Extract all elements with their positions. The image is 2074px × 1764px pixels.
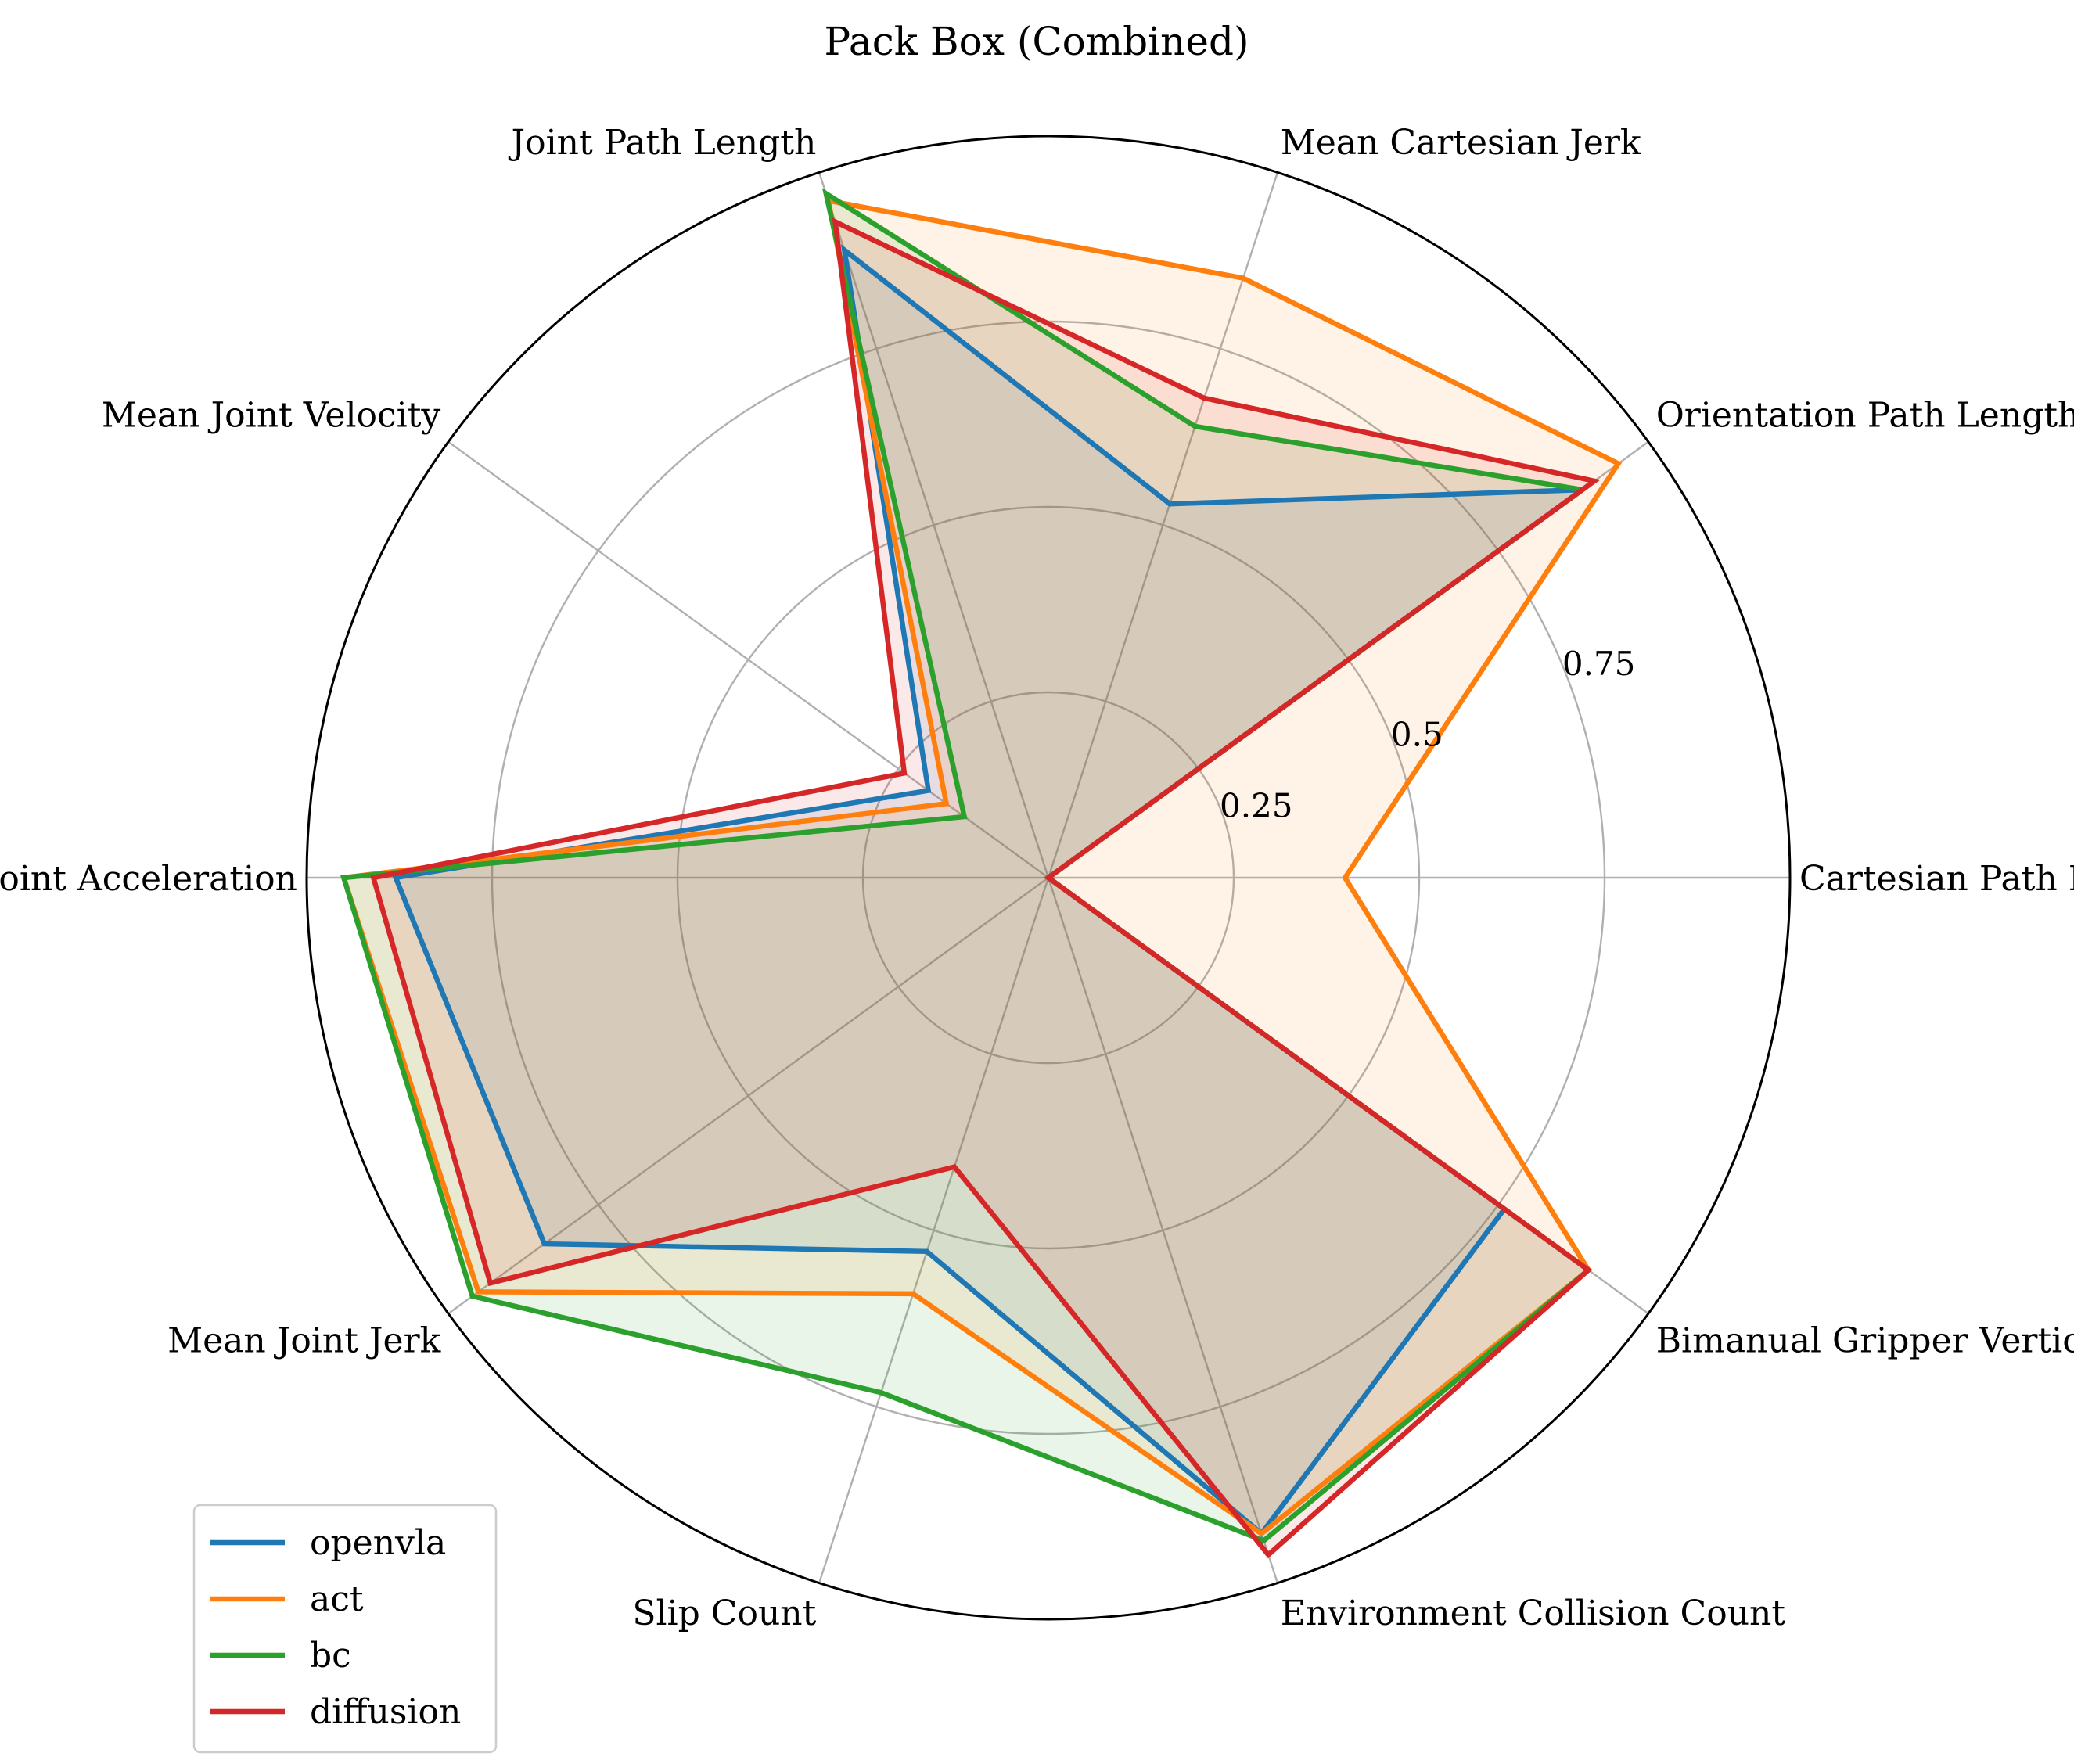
r-tick-label: 0.25 [1220,786,1293,825]
axis-spoke-6 [448,877,1049,1315]
r-tick-label: 0.5 [1391,716,1443,754]
axis-labels: 0.25 0.5 0.75 Cartesian Path Length Orientat… [0,123,2074,1633]
series-fill-diffusion [373,221,1594,1555]
axis-label: Mean Joint Velocity [102,396,441,436]
series-line-diffusion [370,217,1601,1559]
outer-circle [305,135,1792,1621]
legend-label-act: act [310,1579,364,1619]
axis-label: Environment Collision Count [1281,1593,1786,1633]
axis-label: Mean Cartesian Jerk [1281,123,1641,163]
axis-label: Mean Joint Jerk [167,1320,441,1360]
axis-label: Joint Path Length [508,123,816,163]
legend-label-diffusion: diffusion [310,1692,461,1732]
legend-box [192,1504,498,1754]
series-fill-act [343,200,1619,1534]
axis-label: Cartesian Path Length [1799,859,2074,899]
axis-spoke-7 [818,877,1050,1583]
legend: openvla act bc diffusion [192,1504,498,1754]
axis-label: Bimanual Gripper Vertical Difference [1656,1320,2074,1360]
axis-label: Mean Joint Acceleration [0,859,297,899]
series-line-bc [340,188,1593,1544]
series-line-openvla [392,243,1591,1538]
series-fill-openvla [395,250,1583,1534]
legend-label-bc: bc [310,1636,351,1676]
series-lines [305,135,1792,1621]
chart-title: Pack Box (Combined) [825,19,1249,64]
axis-spoke-8 [1047,877,1279,1583]
axis-spoke-3 [818,172,1050,878]
axis-label: Slip Count [632,1593,816,1633]
axis-spoke-2 [1047,172,1279,878]
r-tick-label: 0.75 [1562,645,1636,683]
legend-label-openvla: openvla [310,1523,446,1563]
series-fills [343,193,1619,1555]
axis-label: Orientation Path Length [1656,396,2074,436]
series-fill-bc [343,193,1589,1541]
